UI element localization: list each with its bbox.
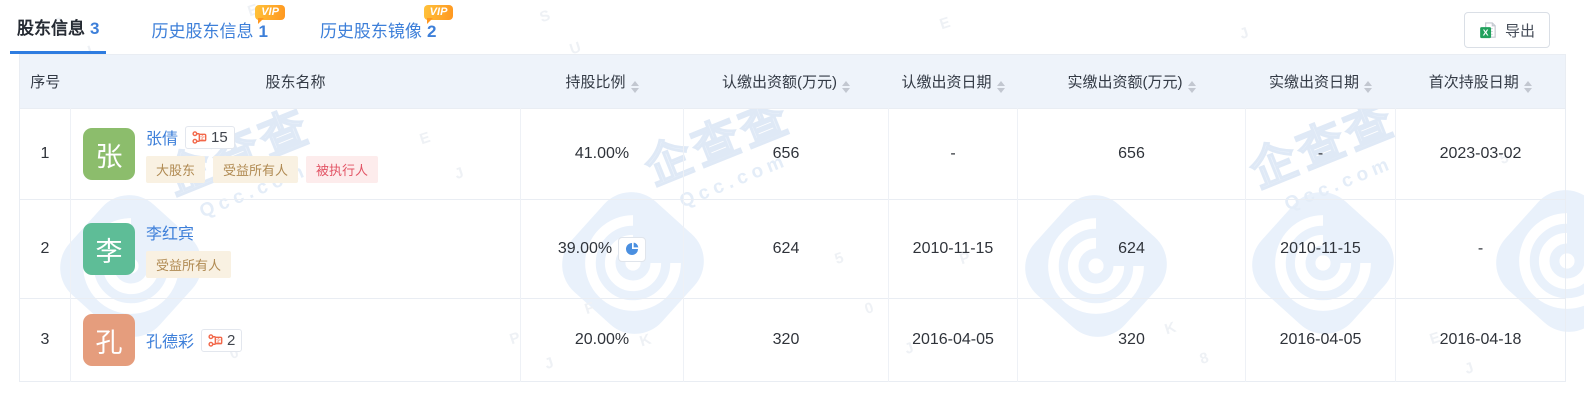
tab-count: 1 xyxy=(258,22,268,41)
sort-caret-icon[interactable] xyxy=(1364,80,1372,93)
avatar: 张 xyxy=(83,128,135,180)
tab-bar: 股东信息 3 VIP 历史股东信息 1 VIP 历史股东镜像 2 xyxy=(0,0,1584,54)
col-header-subscribed-date[interactable]: 认缴出资日期 xyxy=(888,54,1018,109)
paid-date-cell: 2016-04-05 xyxy=(1245,298,1396,382)
subscribed-amount-cell: 320 xyxy=(683,298,889,382)
table-row: 3 孔 孔德彩 企 2 xyxy=(19,298,1566,382)
related-count: 2 xyxy=(227,331,236,349)
vip-badge: VIP xyxy=(255,5,285,24)
table-row: 1 张 张倩 企 15 xyxy=(19,108,1566,200)
tab-count: 2 xyxy=(426,22,437,41)
sort-caret-icon[interactable] xyxy=(1523,80,1532,93)
sort-caret-icon[interactable] xyxy=(842,80,850,93)
svg-text:X: X xyxy=(1483,27,1489,37)
table-header-row: 序号 股东名称 持股比例 认缴出资额(万元) 认缴出资日期 实缴出资额(万元) … xyxy=(19,54,1566,109)
paid-amount-cell: 656 xyxy=(1017,108,1246,200)
first-date-cell: 2016-04-18 xyxy=(1395,298,1566,382)
seq-cell: 2 xyxy=(19,199,71,299)
shareholder-name-link[interactable]: 李红宾 xyxy=(146,226,195,243)
tab-shareholder-info[interactable]: 股东信息 3 xyxy=(10,14,107,54)
org-chart-icon: 企 xyxy=(208,333,223,347)
shareholder-name-link[interactable]: 张倩 xyxy=(146,131,179,148)
paid-amount-cell: 624 xyxy=(1017,199,1246,299)
shareholder-cell: 张 张倩 企 15 大股东 xyxy=(70,108,521,200)
avatar: 孔 xyxy=(83,314,135,366)
tab-label: 历史股东信息 xyxy=(151,22,254,41)
sort-caret-icon[interactable] xyxy=(996,80,1005,93)
col-header-paid-date[interactable]: 实缴出资日期 xyxy=(1245,54,1396,109)
tab-history-shareholder-info[interactable]: VIP 历史股东信息 1 xyxy=(144,5,285,54)
subscribed-amount-cell: 656 xyxy=(683,108,889,200)
tab-count: 3 xyxy=(90,19,100,38)
tag-person-subject-to-enforcement: 被执行人 xyxy=(306,156,379,183)
subscribed-date-cell: 2010-11-15 xyxy=(888,199,1018,299)
ratio-cell: 39.00% xyxy=(520,199,684,299)
paid-amount-cell: 320 xyxy=(1017,298,1246,382)
related-companies-badge[interactable]: 企 2 xyxy=(201,328,243,352)
first-date-cell: 2023-03-02 xyxy=(1395,108,1566,200)
sort-caret-icon[interactable] xyxy=(630,80,639,93)
seq-cell: 3 xyxy=(19,298,71,382)
tag-major-shareholder: 大股东 xyxy=(146,156,206,183)
related-count: 15 xyxy=(211,128,228,146)
equity-pie-chart-button[interactable] xyxy=(618,236,647,262)
seq-cell: 1 xyxy=(19,108,71,200)
paid-date-cell: - xyxy=(1245,108,1396,200)
tag-beneficial-owner: 受益所有人 xyxy=(213,156,299,183)
tag-beneficial-owner: 受益所有人 xyxy=(146,251,232,278)
shareholder-name-link[interactable]: 孔德彩 xyxy=(146,334,195,351)
col-header-seq: 序号 xyxy=(19,54,71,109)
ratio-cell: 20.00% xyxy=(520,298,684,382)
first-date-cell: - xyxy=(1395,199,1566,299)
col-header-subscribed-amount[interactable]: 认缴出资额(万元) xyxy=(683,54,889,109)
col-header-paid-amount[interactable]: 实缴出资额(万元) xyxy=(1017,54,1246,109)
shareholder-cell: 孔 孔德彩 企 2 xyxy=(70,298,521,382)
col-header-first-date[interactable]: 首次持股日期 xyxy=(1395,54,1566,109)
subscribed-date-cell: 2016-04-05 xyxy=(888,298,1018,382)
subscribed-date-cell: - xyxy=(888,108,1018,200)
paid-date-cell: 2010-11-15 xyxy=(1245,199,1396,299)
svg-text:企: 企 xyxy=(216,336,221,344)
vip-badge: VIP xyxy=(423,5,454,24)
table-row: 2 李 李红宾 受益所有人 xyxy=(19,199,1566,299)
excel-icon: X xyxy=(1480,21,1496,38)
export-label: 导出 xyxy=(1504,22,1535,40)
subscribed-amount-cell: 624 xyxy=(683,199,889,299)
ratio-value: 39.00% xyxy=(557,240,613,257)
shareholder-cell: 李 李红宾 受益所有人 xyxy=(70,199,521,299)
col-header-ratio[interactable]: 持股比例 xyxy=(520,54,684,109)
tab-history-shareholder-mirror[interactable]: VIP 历史股东镜像 2 xyxy=(313,5,454,54)
export-button[interactable]: X 导出 xyxy=(1463,12,1550,48)
col-header-shareholder-name: 股东名称 xyxy=(70,54,521,109)
avatar: 李 xyxy=(83,223,135,275)
pie-chart-icon xyxy=(626,242,639,255)
tab-label: 股东信息 xyxy=(17,19,85,38)
svg-text:企: 企 xyxy=(200,133,205,141)
related-companies-badge[interactable]: 企 15 xyxy=(185,125,235,149)
ratio-cell: 41.00% xyxy=(520,108,684,200)
sort-caret-icon[interactable] xyxy=(1187,80,1196,93)
tab-label: 历史股东镜像 xyxy=(319,22,422,41)
shareholder-table: 序号 股东名称 持股比例 认缴出资额(万元) 认缴出资日期 实缴出资额(万元) … xyxy=(19,54,1566,382)
org-chart-icon: 企 xyxy=(192,130,207,144)
